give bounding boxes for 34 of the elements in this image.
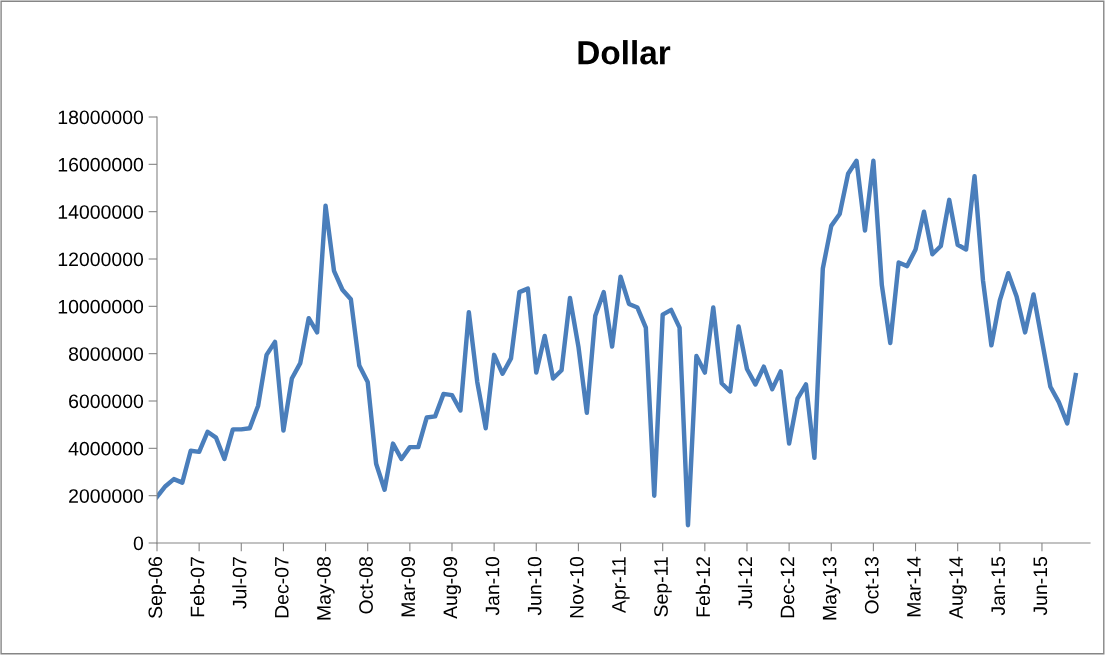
x-tick-label: Oct-08 [359, 557, 373, 614]
chart-title: Dollar [578, 40, 671, 65]
x-tick-label: Sep-06 [148, 557, 167, 619]
line-series [157, 158, 1078, 528]
y-tick-label: 10000000 [58, 299, 144, 314]
y-tick-label: 8000000 [68, 347, 144, 361]
x-tick-label: May-13 [822, 557, 841, 620]
x-tick-label: Feb-07 [190, 557, 205, 617]
x-tick-label: Mar-14 [907, 556, 921, 617]
x-tick-label: Jul-12 [737, 557, 753, 609]
x-tick-label: May-08 [317, 557, 335, 620]
y-tick-label: 0 [133, 536, 144, 551]
x-tick-label: Jun-15 [1033, 557, 1048, 616]
x-tick-label: Jun-10 [527, 556, 542, 616]
y-tick-label: 4000000 [68, 441, 144, 456]
y-tick-label: 18000000 [58, 110, 144, 125]
x-tick-label: Feb-12 [695, 557, 711, 617]
x-tick-label: Aug-14 [949, 556, 967, 619]
x-tick-label: Oct-13 [864, 557, 879, 614]
x-tick-label: Jan-10 [485, 556, 500, 616]
x-tick-label: Nov-10 [569, 556, 584, 618]
x-tick-label: Dec-07 [274, 557, 289, 618]
y-tick-label: 12000000 [58, 252, 144, 267]
x-tick-label: Apr-11 [612, 557, 630, 614]
x-tick-label: Aug-09 [443, 557, 462, 619]
x-tick-label: Dec-12 [780, 557, 795, 618]
y-tick-label: 2000000 [69, 489, 144, 503]
y-tick-label: 6000000 [69, 394, 144, 409]
x-tick-label: Mar-09 [401, 557, 416, 617]
x-tick-label: Jul-07 [232, 557, 247, 609]
x-tick-label: Sep-11 [654, 557, 672, 617]
y-tick-label: 14000000 [58, 205, 144, 219]
x-tick-label: Jan-15 [991, 557, 1006, 616]
y-tick-label: 16000000 [58, 157, 144, 172]
